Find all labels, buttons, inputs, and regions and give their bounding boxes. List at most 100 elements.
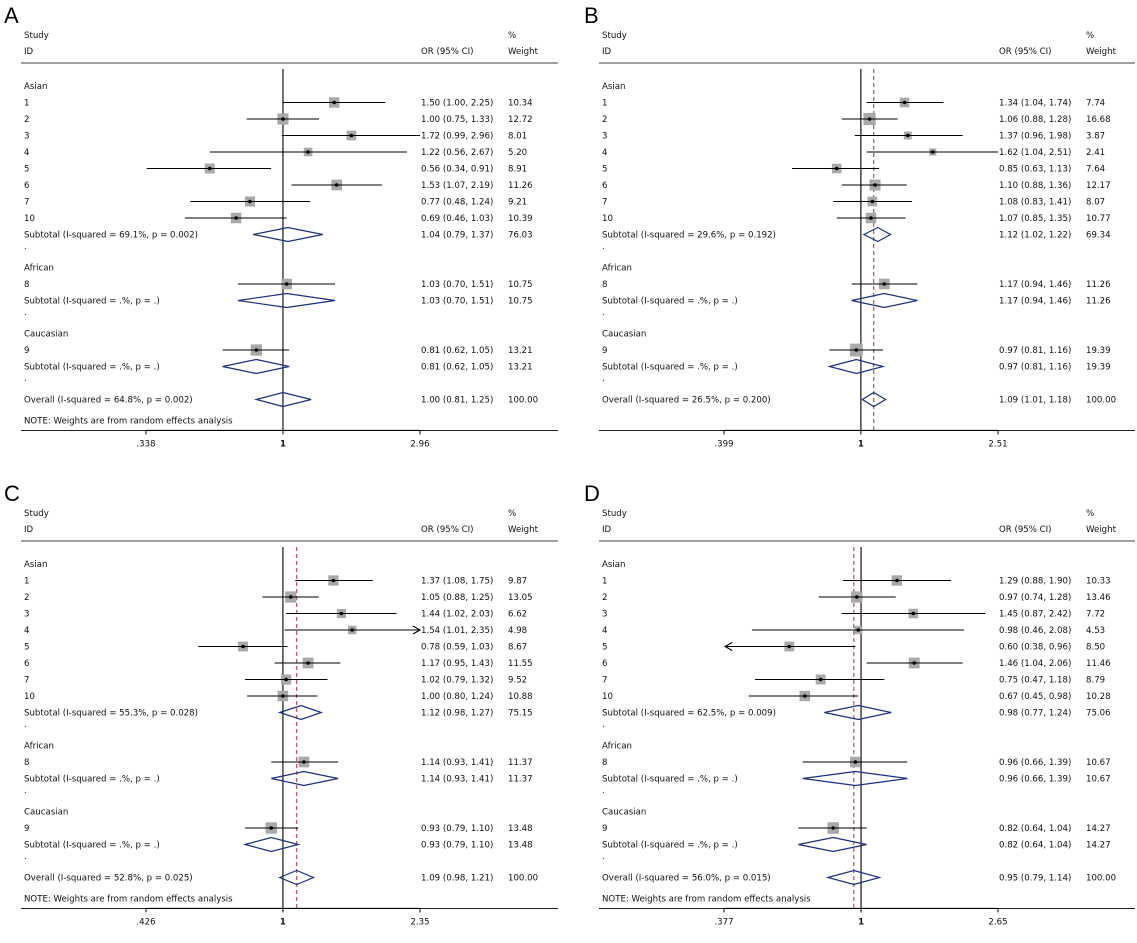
group-label: African: [602, 264, 632, 274]
x-tick-label: 1: [858, 917, 864, 927]
subtotal-diamond: [271, 770, 339, 787]
header-id: ID: [24, 525, 34, 535]
study-weight: 12.72: [508, 115, 533, 125]
study-point: [306, 150, 310, 154]
study-id: 9: [24, 824, 29, 834]
study-point: [853, 760, 858, 764]
group-separator: .: [24, 308, 27, 318]
subtotal-weight: 19.39: [1086, 363, 1111, 373]
subtotal-or-ci: 1.12 (0.98, 1.27): [421, 709, 493, 719]
study-weight: 2.41: [1086, 148, 1105, 158]
subtotal-diamond: [862, 226, 892, 243]
study-or-ci: 1.03 (0.70, 1.51): [421, 280, 493, 290]
study-point: [350, 628, 354, 632]
subtotal-or-ci: 0.98 (0.77, 1.24): [999, 709, 1071, 719]
study-point: [207, 166, 212, 171]
subtotal-weight: 11.37: [508, 775, 533, 785]
study-or-ci: 1.22 (0.56, 2.67): [421, 148, 493, 158]
study-or-ci: 1.45 (0.87, 2.42): [999, 610, 1071, 620]
subtotal-weight: 75.15: [508, 709, 533, 719]
study-or-ci: 1.62 (1.04, 2.51): [999, 148, 1071, 158]
study-weight: 19.39: [1086, 346, 1111, 356]
study-id: 9: [602, 346, 607, 356]
header-pct: %: [508, 31, 516, 41]
study-point: [831, 826, 835, 830]
study-weight: 11.46: [1086, 659, 1111, 669]
group-label: Asian: [602, 82, 625, 92]
study-id: 4: [24, 626, 29, 636]
study-point: [334, 183, 339, 187]
subtotal-diamond: [798, 836, 867, 853]
subtotal-label: Subtotal (I-squared = 62.5%, p = 0.009): [602, 709, 776, 719]
study-id: 8: [602, 758, 607, 768]
subtotal-diamond: [827, 358, 886, 375]
study-or-ci: 0.78 (0.59, 1.03): [421, 643, 493, 653]
panel-letter: A: [4, 3, 19, 28]
study-or-ci: 1.46 (1.04, 2.06): [999, 659, 1071, 669]
group-label: Asian: [24, 560, 47, 570]
subtotal-or-ci: 0.82 (0.64, 1.04): [999, 841, 1071, 851]
study-id: 1: [602, 577, 607, 587]
study-id: 8: [24, 758, 29, 768]
study-id: 2: [24, 115, 29, 125]
study-or-ci: 1.72 (0.99, 2.96): [421, 132, 493, 142]
header-or-ci: OR (95% CI): [999, 525, 1052, 535]
study-weight: 7.72: [1086, 610, 1105, 620]
study-id: 2: [24, 593, 29, 603]
study-point: [905, 133, 910, 138]
x-tick-label: .399: [714, 439, 733, 449]
study-or-ci: 1.17 (0.95, 1.43): [421, 659, 493, 669]
group-label: African: [24, 264, 54, 274]
study-id: 7: [602, 676, 607, 686]
group-separator: .: [602, 720, 605, 730]
study-id: 3: [24, 610, 29, 620]
study-or-ci: 1.06 (0.88, 1.28): [999, 115, 1071, 125]
study-id: 5: [602, 165, 607, 175]
group-separator: .: [24, 852, 27, 862]
study-or-ci: 1.10 (0.88, 1.36): [999, 181, 1071, 191]
group-separator: .: [602, 374, 605, 384]
subtotal-diamond: [237, 292, 336, 309]
overall-weight: 100.00: [1086, 396, 1116, 406]
subtotal-or-ci: 0.96 (0.66, 1.39): [999, 775, 1071, 785]
group-label: Asian: [602, 560, 625, 570]
study-id: 8: [24, 280, 29, 290]
subtotal-label: Subtotal (I-squared = .%, p = .): [24, 297, 160, 307]
study-weight: 10.34: [508, 99, 533, 109]
subtotal-or-ci: 0.81 (0.62, 1.05): [421, 363, 493, 373]
study-point: [930, 150, 935, 154]
study-or-ci: 1.37 (1.08, 1.75): [421, 577, 493, 587]
subtotal-weight: 69.34: [1086, 231, 1111, 241]
study-weight: 3.87: [1086, 132, 1105, 142]
subtotal-weight: 10.67: [1086, 775, 1111, 785]
study-point: [284, 282, 289, 286]
group-label: African: [602, 742, 632, 752]
study-id: 5: [24, 643, 29, 653]
study-id: 4: [602, 626, 607, 636]
subtotal-or-ci: 0.97 (0.81, 1.16): [999, 363, 1071, 373]
study-or-ci: 1.02 (0.79, 1.32): [421, 676, 493, 686]
study-point: [854, 595, 859, 599]
study-id: 1: [602, 99, 607, 109]
study-id: 10: [24, 692, 35, 702]
group-label: Caucasian: [602, 808, 646, 818]
note-text: NOTE: Weights are from random effects an…: [24, 894, 233, 904]
study-or-ci: 1.29 (0.88, 1.90): [999, 577, 1071, 587]
ci-arrow-right: [412, 625, 422, 635]
study-id: 5: [602, 643, 607, 653]
overall-or-ci: 1.09 (1.01, 1.18): [999, 396, 1071, 406]
study-weight: 6.62: [508, 610, 527, 620]
overall-diamond: [861, 391, 887, 408]
study-or-ci: 1.07 (0.85, 1.35): [999, 214, 1071, 224]
study-or-ci: 0.81 (0.62, 1.05): [421, 346, 493, 356]
study-or-ci: 0.56 (0.34, 0.91): [421, 165, 493, 175]
study-point: [870, 199, 875, 204]
header-weight: Weight: [508, 47, 539, 57]
overall-label: Overall (I-squared = 26.5%, p = 0.200): [602, 396, 771, 406]
study-id: 2: [602, 115, 607, 125]
subtotal-or-ci: 1.14 (0.93, 1.41): [421, 775, 493, 785]
study-point: [869, 216, 873, 220]
panel-letter: D: [584, 481, 600, 506]
subtotal-or-ci: 1.17 (0.94, 1.46): [999, 297, 1071, 307]
panel-letter: C: [4, 481, 20, 506]
